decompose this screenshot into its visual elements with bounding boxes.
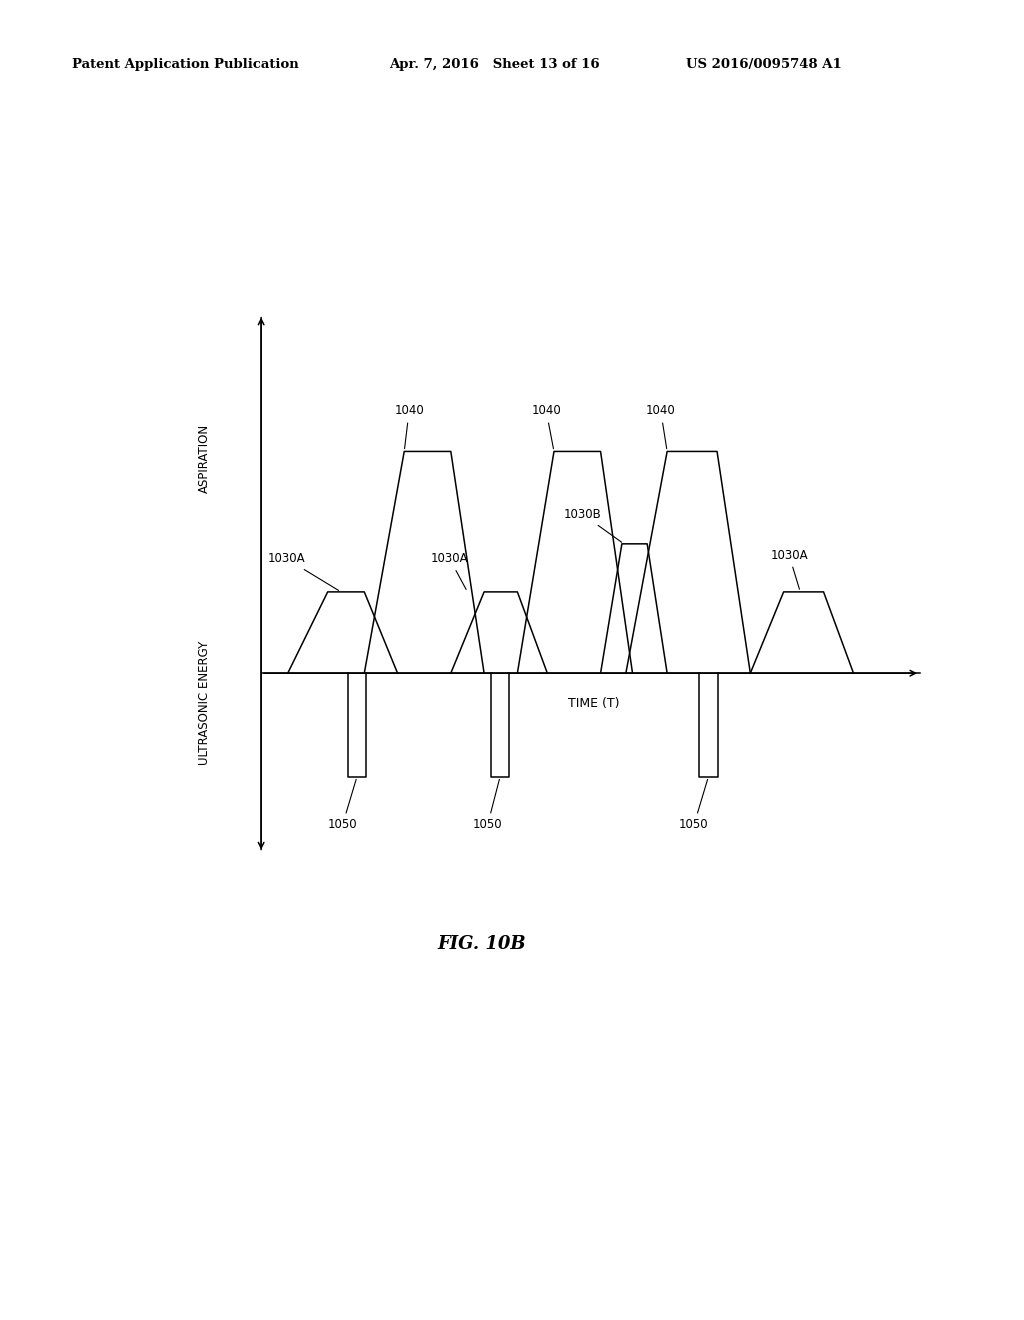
Text: 1040: 1040: [394, 404, 424, 449]
Text: 1040: 1040: [646, 404, 676, 449]
Text: 1030A: 1030A: [770, 549, 808, 589]
Text: ULTRASONIC ENERGY: ULTRASONIC ENERGY: [199, 640, 211, 764]
Text: 1030A: 1030A: [431, 552, 468, 590]
Text: 1050: 1050: [328, 779, 357, 832]
Text: Patent Application Publication: Patent Application Publication: [72, 58, 298, 71]
Text: ASPIRATION: ASPIRATION: [199, 424, 211, 494]
Text: TIME (T): TIME (T): [568, 697, 620, 710]
Text: 1030B: 1030B: [564, 508, 622, 543]
Text: 1040: 1040: [531, 404, 561, 449]
Text: 1050: 1050: [473, 779, 503, 832]
Text: FIG. 10B: FIG. 10B: [437, 935, 525, 953]
Text: 1050: 1050: [679, 779, 709, 832]
Text: Apr. 7, 2016   Sheet 13 of 16: Apr. 7, 2016 Sheet 13 of 16: [389, 58, 600, 71]
Text: US 2016/0095748 A1: US 2016/0095748 A1: [686, 58, 842, 71]
Text: 1030A: 1030A: [268, 552, 339, 590]
